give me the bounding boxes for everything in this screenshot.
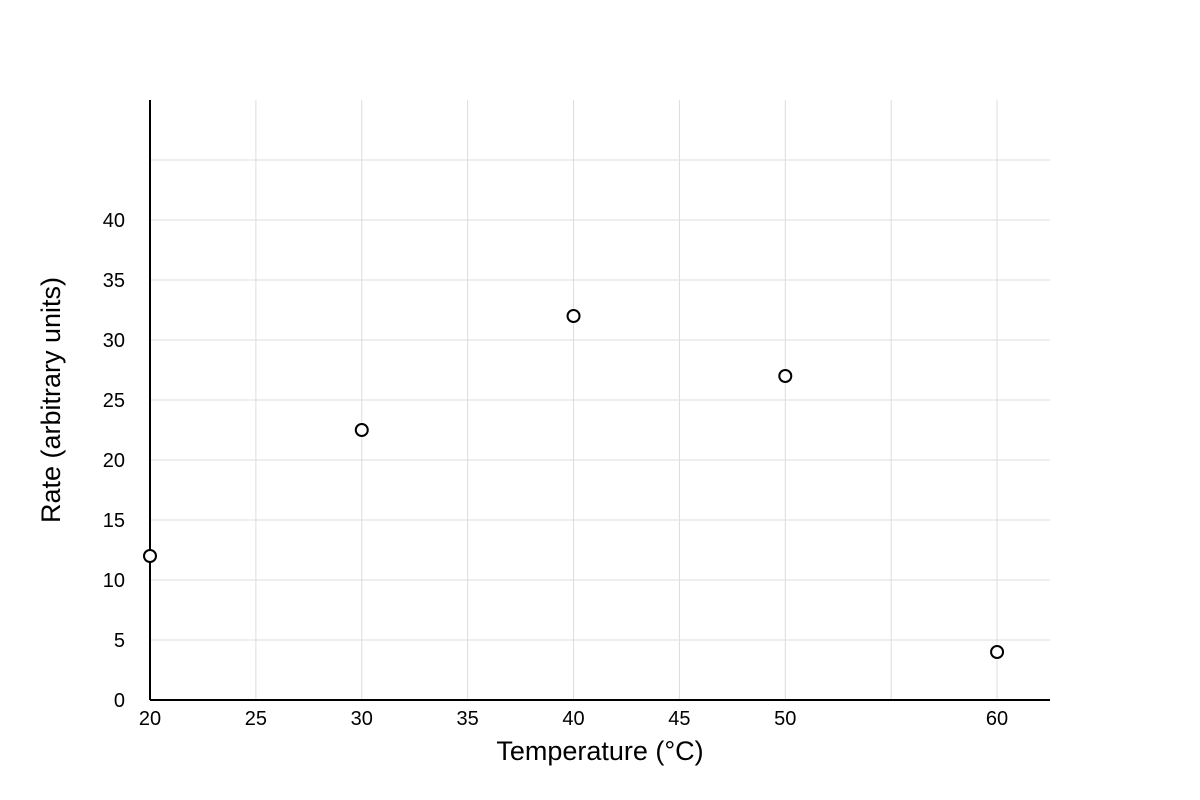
y-tick-label: 40 xyxy=(103,210,125,232)
data-point xyxy=(990,645,1005,659)
tick-label-layer: 20 25 30 35 40 45 50 60 0 5 10 15 20 25 30 35 40 xyxy=(103,210,1008,730)
y-tick-label: 35 xyxy=(103,270,125,292)
x-tick-label: 25 xyxy=(245,708,267,730)
y-tick-label: 20 xyxy=(103,450,125,472)
y-axis-title: Rate (arbitrary units) xyxy=(36,277,66,523)
data-point xyxy=(566,309,581,323)
y-tick-label: 15 xyxy=(103,510,125,532)
x-tick-label: 20 xyxy=(139,708,161,730)
y-tick-label: 25 xyxy=(103,390,125,412)
data-point xyxy=(778,369,793,383)
x-tick-label: 40 xyxy=(562,708,584,730)
x-tick-label: 30 xyxy=(351,708,373,730)
y-tick-label: 5 xyxy=(114,630,125,652)
axes-layer xyxy=(149,100,1050,701)
x-tick-label: 60 xyxy=(986,708,1008,730)
y-tick-label: 30 xyxy=(103,330,125,352)
x-tick-label: 35 xyxy=(457,708,479,730)
x-axis-title: Temperature (°C) xyxy=(496,736,703,766)
x-tick-label: 50 xyxy=(774,708,796,730)
x-tick-label: 45 xyxy=(668,708,690,730)
data-point-layer xyxy=(143,309,1005,659)
grid-layer xyxy=(150,100,1050,700)
y-tick-label: 0 xyxy=(114,690,125,712)
data-point xyxy=(354,423,369,437)
data-point xyxy=(143,549,157,563)
y-tick-label: 10 xyxy=(103,570,125,592)
